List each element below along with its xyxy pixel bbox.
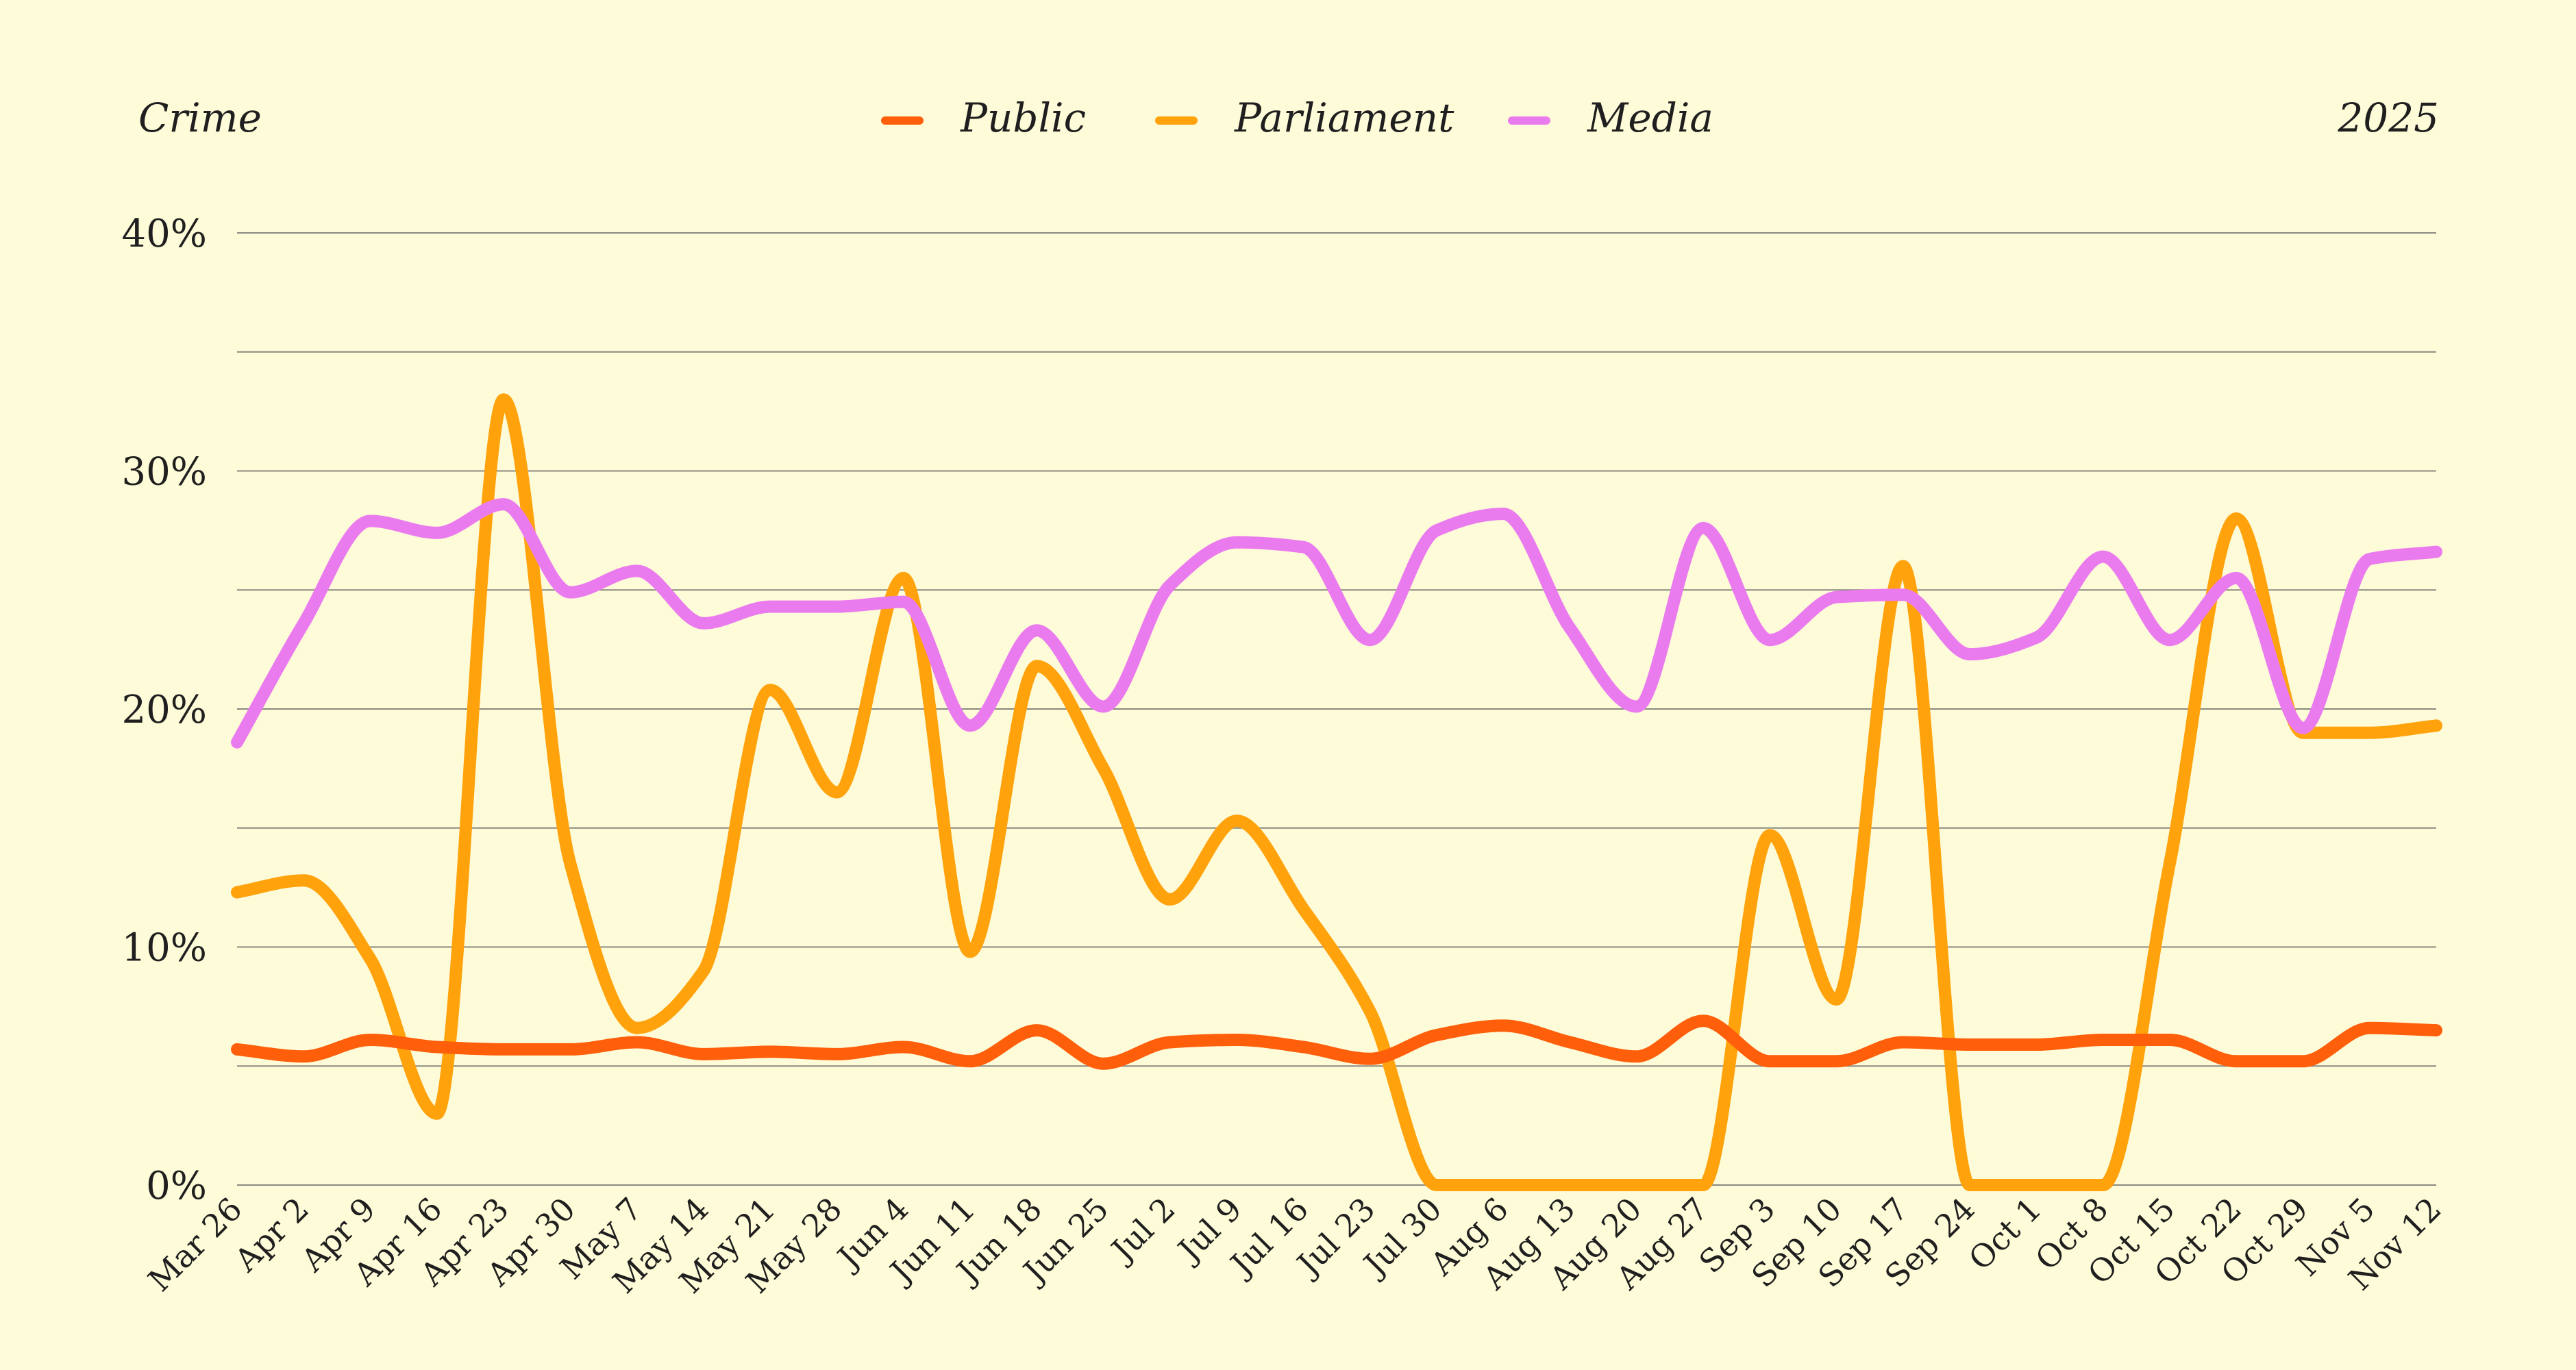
legend-label-media: Media xyxy=(1587,95,1713,141)
legend-label-public: Public xyxy=(960,95,1086,141)
y-tick-label: 30% xyxy=(122,450,207,495)
x-tick-label: Apr 2 xyxy=(227,1191,316,1280)
y-tick-label: 10% xyxy=(122,926,207,971)
y-tick-label: 40% xyxy=(122,212,207,256)
series-line-media xyxy=(231,498,2442,749)
y-tick-label: 0% xyxy=(146,1164,207,1208)
legend: Public Parliament Media xyxy=(881,95,1713,141)
legend-label-parliament: Parliament xyxy=(1234,95,1454,141)
chart-title: Crime xyxy=(138,95,262,141)
series-line-public xyxy=(231,1014,2442,1070)
y-tick-label: 20% xyxy=(122,688,207,732)
year-label: 2025 xyxy=(2337,95,2439,141)
x-tick-label: Oct 1 xyxy=(1961,1191,2048,1278)
y-axis: 0% 10% 20% 30% 40% xyxy=(122,212,207,1208)
series-line-parliament xyxy=(231,393,2442,1192)
x-tick-label: Jul 2 xyxy=(1102,1191,1182,1270)
series-lines xyxy=(231,393,2442,1192)
